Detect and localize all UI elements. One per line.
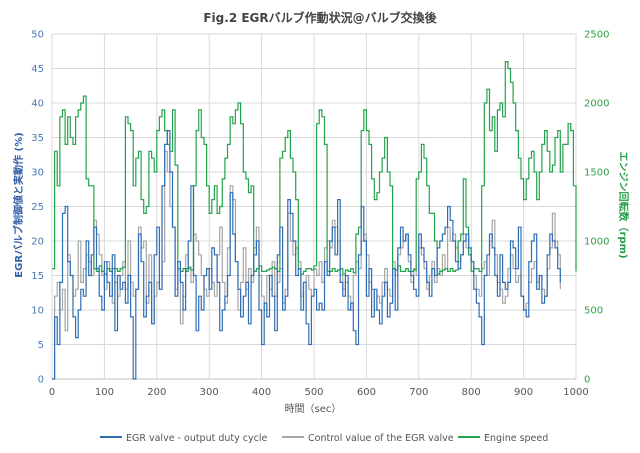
y-right-tick-labels: 0 500 1000 1500 2000 2500	[584, 30, 609, 386]
y-right-axis-label: エンジン回転数（rpm)	[617, 151, 630, 258]
legend-entry: Engine speed	[484, 433, 548, 444]
x-tick-label: 800	[462, 387, 481, 398]
series-lines	[52, 61, 577, 380]
y-right-tick-label: 1000	[584, 237, 609, 248]
chart-gridlines	[51, 33, 577, 380]
y-left-tick-label: 10	[31, 306, 44, 317]
y-left-tick-labels: 0 5 10 15 20 25 30 35 40 45 50	[31, 30, 44, 386]
x-tick-label: 400	[252, 387, 271, 398]
y-right-tick-label: 2500	[584, 30, 609, 41]
x-tick-label: 700	[409, 387, 428, 398]
chart-title: Fig.2 EGRバルブ作動状況@バルブ交換後	[203, 10, 437, 25]
legend-entry: Control value of the EGR valve	[308, 433, 454, 444]
egr-output-line	[52, 130, 561, 380]
y-left-tick-label: 50	[31, 30, 44, 41]
y-right-tick-label: 500	[584, 306, 603, 317]
y-left-tick-label: 15	[31, 271, 44, 282]
x-tick-label: 0	[49, 387, 55, 398]
x-tick-label: 100	[95, 387, 114, 398]
y-left-tick-label: 35	[31, 133, 44, 144]
y-left-tick-label: 25	[31, 202, 44, 213]
engine-speed-line	[52, 61, 577, 275]
x-tick-label: 1000	[563, 387, 588, 398]
x-axis-label: 時間（sec）	[285, 403, 342, 415]
y-left-tick-label: 45	[31, 64, 44, 75]
y-left-tick-label: 40	[31, 99, 44, 110]
legend-entry: EGR valve - output duty cycle	[126, 433, 267, 444]
y-left-tick-label: 20	[31, 237, 44, 248]
y-left-tick-label: 30	[31, 168, 44, 179]
x-tick-label: 500	[304, 387, 323, 398]
y-left-tick-label: 5	[38, 340, 44, 351]
x-tick-label: 600	[357, 387, 376, 398]
y-left-tick-label: 0	[38, 375, 44, 386]
x-tick-label: 200	[147, 387, 166, 398]
y-right-tick-label: 1500	[584, 168, 609, 179]
chart-legend: EGR valve - output duty cycle Control val…	[100, 433, 548, 444]
x-tick-label: 900	[514, 387, 533, 398]
y-right-tick-label: 0	[584, 375, 590, 386]
y-right-tick-label: 2000	[584, 99, 609, 110]
x-tick-labels: 0 100 200 300 400 500 600 700 800 900 1000	[49, 387, 589, 398]
x-tick-label: 300	[200, 387, 219, 398]
y-left-axis-label: EGRバルブ制御値と実動作 (%)	[12, 132, 25, 277]
